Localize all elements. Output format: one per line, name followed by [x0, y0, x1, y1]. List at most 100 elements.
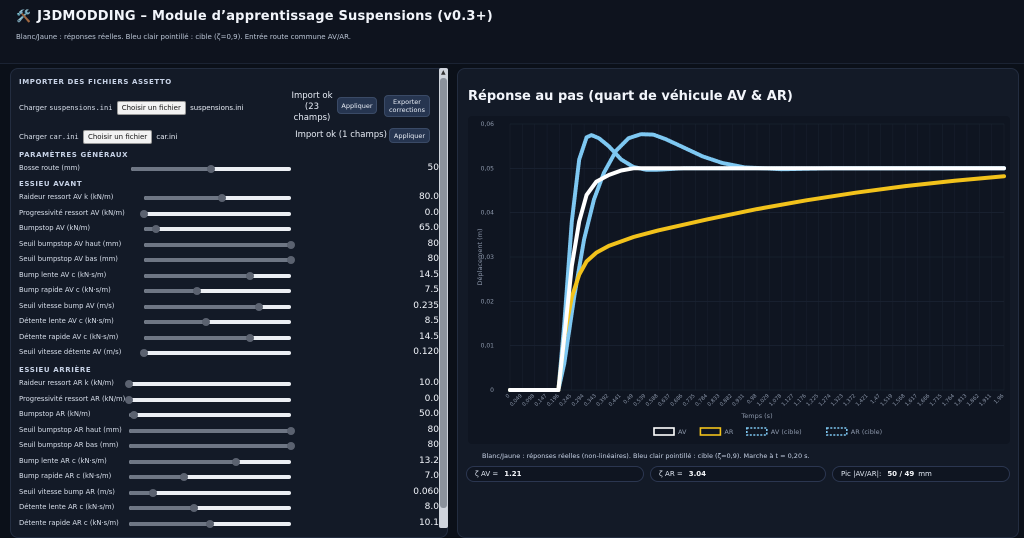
slider-thumb[interactable] [287, 442, 295, 450]
slider-thumb[interactable] [192, 287, 201, 295]
param-slider[interactable] [129, 411, 291, 419]
slider-thumb[interactable] [201, 318, 210, 326]
param-slider[interactable] [144, 240, 295, 249]
param-slider[interactable] [129, 473, 291, 481]
slider-fill [129, 459, 236, 464]
zeta-av-label: ζ AV = [475, 470, 499, 478]
y-tick-label: 0,05 [481, 165, 495, 172]
param-slider[interactable] [144, 194, 291, 202]
param-slider[interactable] [144, 333, 291, 342]
y-tick-label: 0,04 [481, 210, 495, 217]
panel-scrollbar[interactable]: ▲ [439, 68, 448, 528]
param-row: Détente lente AV c (kN·s/m) 8.5 [19, 315, 439, 329]
import-section-title: IMPORTER DES FICHIERS ASSETTO [19, 78, 172, 86]
x-tick-label: 0,735 [682, 393, 697, 408]
susp-choose-file-button[interactable]: Choisir un fichier [116, 101, 186, 115]
x-tick-label: 1,862 [966, 393, 981, 408]
param-slider[interactable] [129, 504, 291, 512]
scrollbar-thumb[interactable] [440, 78, 447, 508]
param-value: 7.0 [424, 471, 439, 481]
slider-thumb[interactable] [125, 380, 133, 388]
param-row: Seuil bumpstop AR haut (mm) 80 [19, 424, 439, 438]
slider-thumb[interactable] [140, 349, 148, 357]
param-label: Bumpstop AR (kN/m) [19, 410, 91, 418]
param-slider[interactable] [129, 442, 295, 450]
param-slider[interactable] [144, 287, 291, 295]
chart-area: 0 0,01 0,02 0,03 0,04 0,05 0,06 0 0,049 0,098 0,14… [468, 116, 1010, 444]
front-section-title: ESSIEU AVANT [19, 180, 83, 188]
param-slider[interactable] [144, 225, 291, 233]
slider-thumb[interactable] [189, 504, 198, 512]
param-label: Bump rapide AR c (kN·s/m) [19, 472, 112, 480]
slider-thumb[interactable] [151, 225, 160, 233]
slider-thumb[interactable] [254, 302, 263, 311]
step-response-chart: 00,010,020,030,040,050,0600,0490,0980,14… [476, 121, 1006, 436]
param-label: Raideur ressort AR k (kN/m) [19, 379, 114, 387]
param-slider[interactable] [144, 271, 291, 280]
slider-thumb[interactable] [129, 411, 138, 419]
param-slider[interactable] [129, 426, 295, 435]
param-label: Progressivité ressort AR (kN/m) [19, 394, 126, 403]
slider-thumb[interactable] [231, 457, 240, 466]
slider-thumb[interactable] [245, 271, 254, 280]
param-label: Détente lente AV c (kN·s/m) [19, 317, 114, 325]
param-slider[interactable] [140, 209, 291, 218]
param-label: Seuil vitesse détente AV (m/s) [19, 348, 122, 356]
slider-thumb[interactable] [287, 240, 295, 249]
param-row: Bumpstop AV (kN/m) 65.0 [19, 222, 439, 236]
car-choose-file-button[interactable]: Choisir un fichier [82, 130, 153, 144]
susp-load-label: Charger [19, 104, 47, 112]
param-label: Bump rapide AV c (kN·s/m) [19, 286, 111, 294]
slider-thumb[interactable] [206, 519, 214, 528]
param-slider[interactable] [131, 165, 291, 173]
rear-section-title: ESSIEU ARRIÈRE [19, 366, 92, 374]
param-value: 8.5 [424, 316, 439, 326]
y-tick-label: 0,01 [481, 343, 495, 350]
param-slider[interactable] [144, 302, 291, 311]
slider-thumb[interactable] [287, 256, 295, 264]
slider-fill [144, 304, 259, 309]
slider-thumb[interactable] [287, 426, 295, 435]
param-slider[interactable] [129, 457, 291, 466]
legend-label: AV [678, 428, 687, 436]
param-row: Bump lente AV c (kN·s/m) 14.5 [19, 269, 439, 283]
car-apply-button[interactable]: Appliquer [389, 128, 430, 143]
slider-thumb[interactable] [245, 333, 254, 342]
param-slider[interactable] [129, 519, 291, 528]
x-tick-label: 1,127 [781, 393, 796, 408]
susp-apply-button[interactable]: Appliquer [337, 97, 377, 114]
x-tick-label: 0 [505, 393, 512, 400]
slider-thumb[interactable] [125, 395, 133, 404]
peak-value: 50 / 49 [887, 470, 915, 478]
slider-thumb[interactable] [207, 165, 215, 173]
slider-fill [129, 490, 154, 495]
x-tick-label: 1,225 [805, 393, 820, 408]
param-slider[interactable] [144, 318, 291, 326]
app-title: 🛠️ J3DMODDING – Module d’apprentissage Su… [16, 9, 493, 24]
slider-thumb[interactable] [140, 209, 148, 218]
param-value: 7.5 [424, 285, 439, 295]
slider-fill [129, 444, 291, 448]
export-corrections-button[interactable]: Exporter corrections [384, 95, 430, 117]
param-row: Bosse route (mm) 50 [19, 162, 439, 176]
slider-thumb[interactable] [217, 194, 226, 202]
param-slider[interactable] [125, 380, 291, 388]
slider-fill [144, 242, 291, 247]
param-row: Détente lente AR c (kN·s/m) 8.0 [19, 501, 439, 515]
param-slider[interactable] [140, 349, 291, 357]
legend-label: AR [724, 428, 733, 436]
x-tick-label: 1,519 [880, 393, 895, 408]
x-tick-label: 1,029 [756, 393, 771, 408]
param-slider[interactable] [129, 488, 291, 497]
scroll-up-icon[interactable]: ▲ [441, 69, 446, 76]
param-slider[interactable] [144, 256, 295, 264]
slider-thumb[interactable] [180, 473, 189, 481]
param-row: Progressivité ressort AV (kN/m) 0.0 [19, 207, 439, 221]
param-slider[interactable] [125, 395, 291, 404]
x-tick-label: 1,617 [904, 393, 919, 408]
slider-thumb[interactable] [149, 488, 158, 497]
x-tick-label: 0,098 [521, 393, 536, 408]
param-label: Seuil bumpstop AR bas (mm) [19, 441, 119, 449]
susp-file-row: Charger suspensions.ini Choisir un fichi… [19, 101, 244, 115]
x-tick-label: 0,931 [731, 393, 746, 408]
